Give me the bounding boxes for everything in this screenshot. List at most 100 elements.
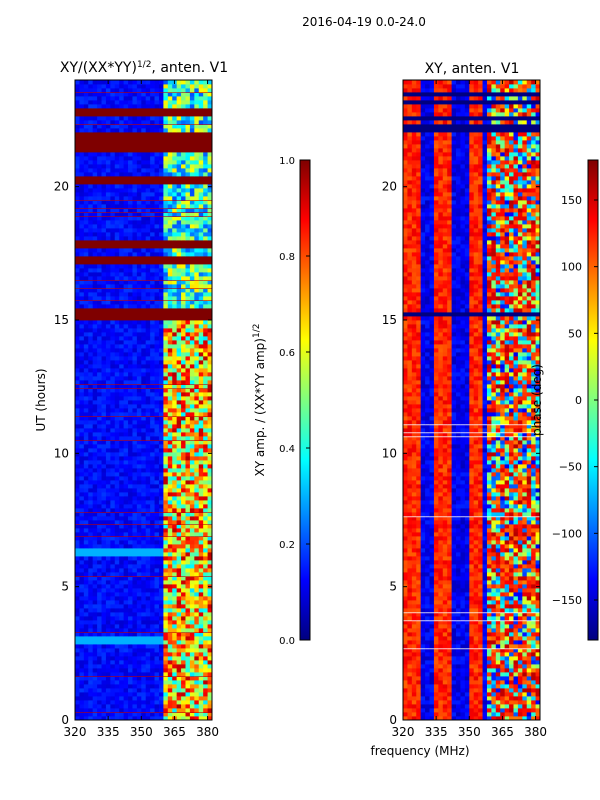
heatmap-cell [150,452,155,457]
heatmap-cell [185,92,191,97]
heatmap-cell [92,576,98,581]
heatmap-cell [163,192,169,197]
heatmap-cell [154,388,160,393]
heatmap-cell [123,372,129,377]
heatmap-cell [97,584,102,589]
heatmap-cell [438,716,444,721]
heatmap-cell [172,292,178,297]
heatmap-cell [185,236,191,241]
heatmap-cell [145,128,151,133]
heatmap-cell [123,632,129,637]
heatmap-cell [176,216,182,221]
heatmap-cell [119,544,125,549]
heatmap-cell [194,360,200,365]
heatmap-cell [433,684,439,689]
heatmap-cell [189,380,195,385]
heatmap-cell [158,416,164,421]
heatmap-cell [92,572,98,577]
heatmap-cell [141,116,147,121]
heatmap-cell [105,236,111,241]
heatmap-cell [110,324,116,329]
heatmap-cell [172,100,178,105]
heatmap-cell [88,616,94,621]
heatmap-cell [141,360,147,365]
colorbar-tick-label: 0.4 [279,444,295,455]
heatmap-cell [194,80,200,85]
heatmap-cell [158,616,164,621]
heatmap-cell [119,600,125,605]
heatmap-cell [158,196,164,201]
heatmap-cell [145,708,151,713]
heatmap-cell [172,280,178,285]
heatmap-cell [132,664,138,669]
heatmap-cell [158,284,164,289]
heatmap-cell [119,568,125,573]
heatmap-cell [83,444,89,449]
heatmap-cell [128,508,133,513]
heatmap-cell [128,636,133,641]
heatmap-cell [167,332,173,337]
heatmap-cell [83,104,89,109]
heatmap-cell [167,164,173,169]
heatmap-cell [150,424,155,429]
heatmap-cell [181,556,186,561]
heatmap-cell [429,688,435,693]
heatmap-cell [75,472,80,477]
heatmap-cell [132,508,138,513]
heatmap-cell [203,472,208,477]
heatmap-cell [163,576,169,581]
heatmap-cell [150,252,155,257]
heatmap-cell [154,628,160,633]
heatmap-cell [123,252,129,257]
heatmap-cell [464,668,470,673]
heatmap-cell [194,456,200,461]
heatmap-cell [203,216,208,221]
heatmap-cell [123,116,129,121]
heatmap-cell [447,680,453,685]
heatmap-cell [145,404,151,409]
heatmap-cell [110,644,116,649]
heatmap-cell [167,216,173,221]
heatmap-cell [132,208,138,213]
heatmap-cell [150,388,155,393]
heatmap-cell [83,660,89,665]
heatmap-cell [176,104,182,109]
heatmap-cell [207,364,213,369]
heatmap-cell [141,664,147,669]
heatmap-cell [451,668,457,673]
heatmap-cell [110,576,116,581]
heatmap-cell [189,584,195,589]
heatmap-cell [83,476,89,481]
heatmap-cell [132,656,138,661]
heatmap-cell [189,420,195,425]
heatmap-cell [150,532,155,537]
heatmap-cell [141,372,147,377]
heatmap-cell [110,120,116,125]
heatmap-cell [194,576,200,581]
heatmap-cell [433,680,439,685]
heatmap-cell [92,192,98,197]
heatmap-cell [456,712,461,717]
heatmap-cell [198,84,204,89]
heatmap-cell [75,548,80,553]
heatmap-cell [158,644,164,649]
heatmap-cell [114,364,120,369]
heatmap-cell [114,208,120,213]
heatmap-cell [181,216,186,221]
heatmap-cell [128,396,133,401]
heatmap-cell [92,416,98,421]
heatmap-cell [136,692,142,697]
heatmap-cell [185,388,191,393]
heatmap-cell [509,680,514,685]
heatmap-cell [176,204,182,209]
heatmap-cell [535,716,541,721]
heatmap-cell [97,656,102,661]
heatmap-cell [203,420,208,425]
heatmap-cell [123,288,129,293]
heatmap-cell [172,92,178,97]
heatmap-cell [150,628,155,633]
heatmap-cell [145,388,151,393]
heatmap-cell [83,332,89,337]
heatmap-cell [119,612,125,617]
heatmap-cell [189,412,195,417]
